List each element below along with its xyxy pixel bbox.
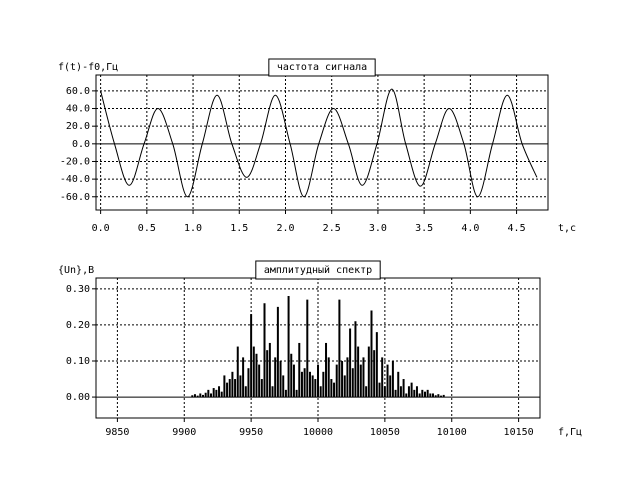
x-axis-label: f,Гц [558, 427, 582, 438]
x-axis-label: t,c [558, 223, 576, 234]
y-tick-label: 0.00 [66, 392, 90, 403]
x-tick-label: 4.0 [461, 223, 479, 234]
title-box [268, 58, 376, 77]
x-tick-label: 10150 [504, 427, 534, 438]
y-tick-label: 0.20 [66, 320, 90, 331]
chart-title: амплитудный спектр [264, 264, 372, 276]
x-tick-label: 1.5 [230, 223, 248, 234]
y-axis-label: {Un},B [58, 265, 94, 276]
x-tick-label: 3.0 [369, 223, 387, 234]
title-box [255, 260, 381, 280]
x-tick-label: 10000 [303, 427, 333, 438]
x-tick-label: 2.5 [323, 223, 341, 234]
y-tick-label: 20.0 [66, 121, 90, 132]
y-tick-label: 0.0 [72, 139, 90, 150]
y-tick-label: 0.10 [66, 356, 90, 367]
y-tick-label: -60.0 [60, 192, 90, 203]
chart-title: частота сигнала [277, 62, 367, 73]
x-tick-label: 1.0 [184, 223, 202, 234]
x-tick-label: 4.5 [508, 223, 526, 234]
x-tick-label: 9850 [105, 427, 129, 438]
y-tick-label: 40.0 [66, 104, 90, 115]
y-tick-label: 60.0 [66, 86, 90, 97]
y-tick-label: -40.0 [60, 174, 90, 185]
x-tick-label: 2.0 [276, 223, 294, 234]
x-tick-label: 0.0 [92, 223, 110, 234]
signal-line [100, 88, 538, 198]
x-tick-label: 3.5 [415, 223, 433, 234]
x-tick-label: 10100 [437, 427, 467, 438]
y-tick-label: 0.30 [66, 284, 90, 295]
x-tick-label: 9900 [172, 427, 196, 438]
x-tick-label: 0.5 [138, 223, 156, 234]
y-tick-label: -20.0 [60, 156, 90, 167]
x-tick-label: 9950 [239, 427, 263, 438]
y-axis-label: f(t)-f0,Гц [58, 62, 118, 73]
x-tick-label: 10050 [370, 427, 400, 438]
